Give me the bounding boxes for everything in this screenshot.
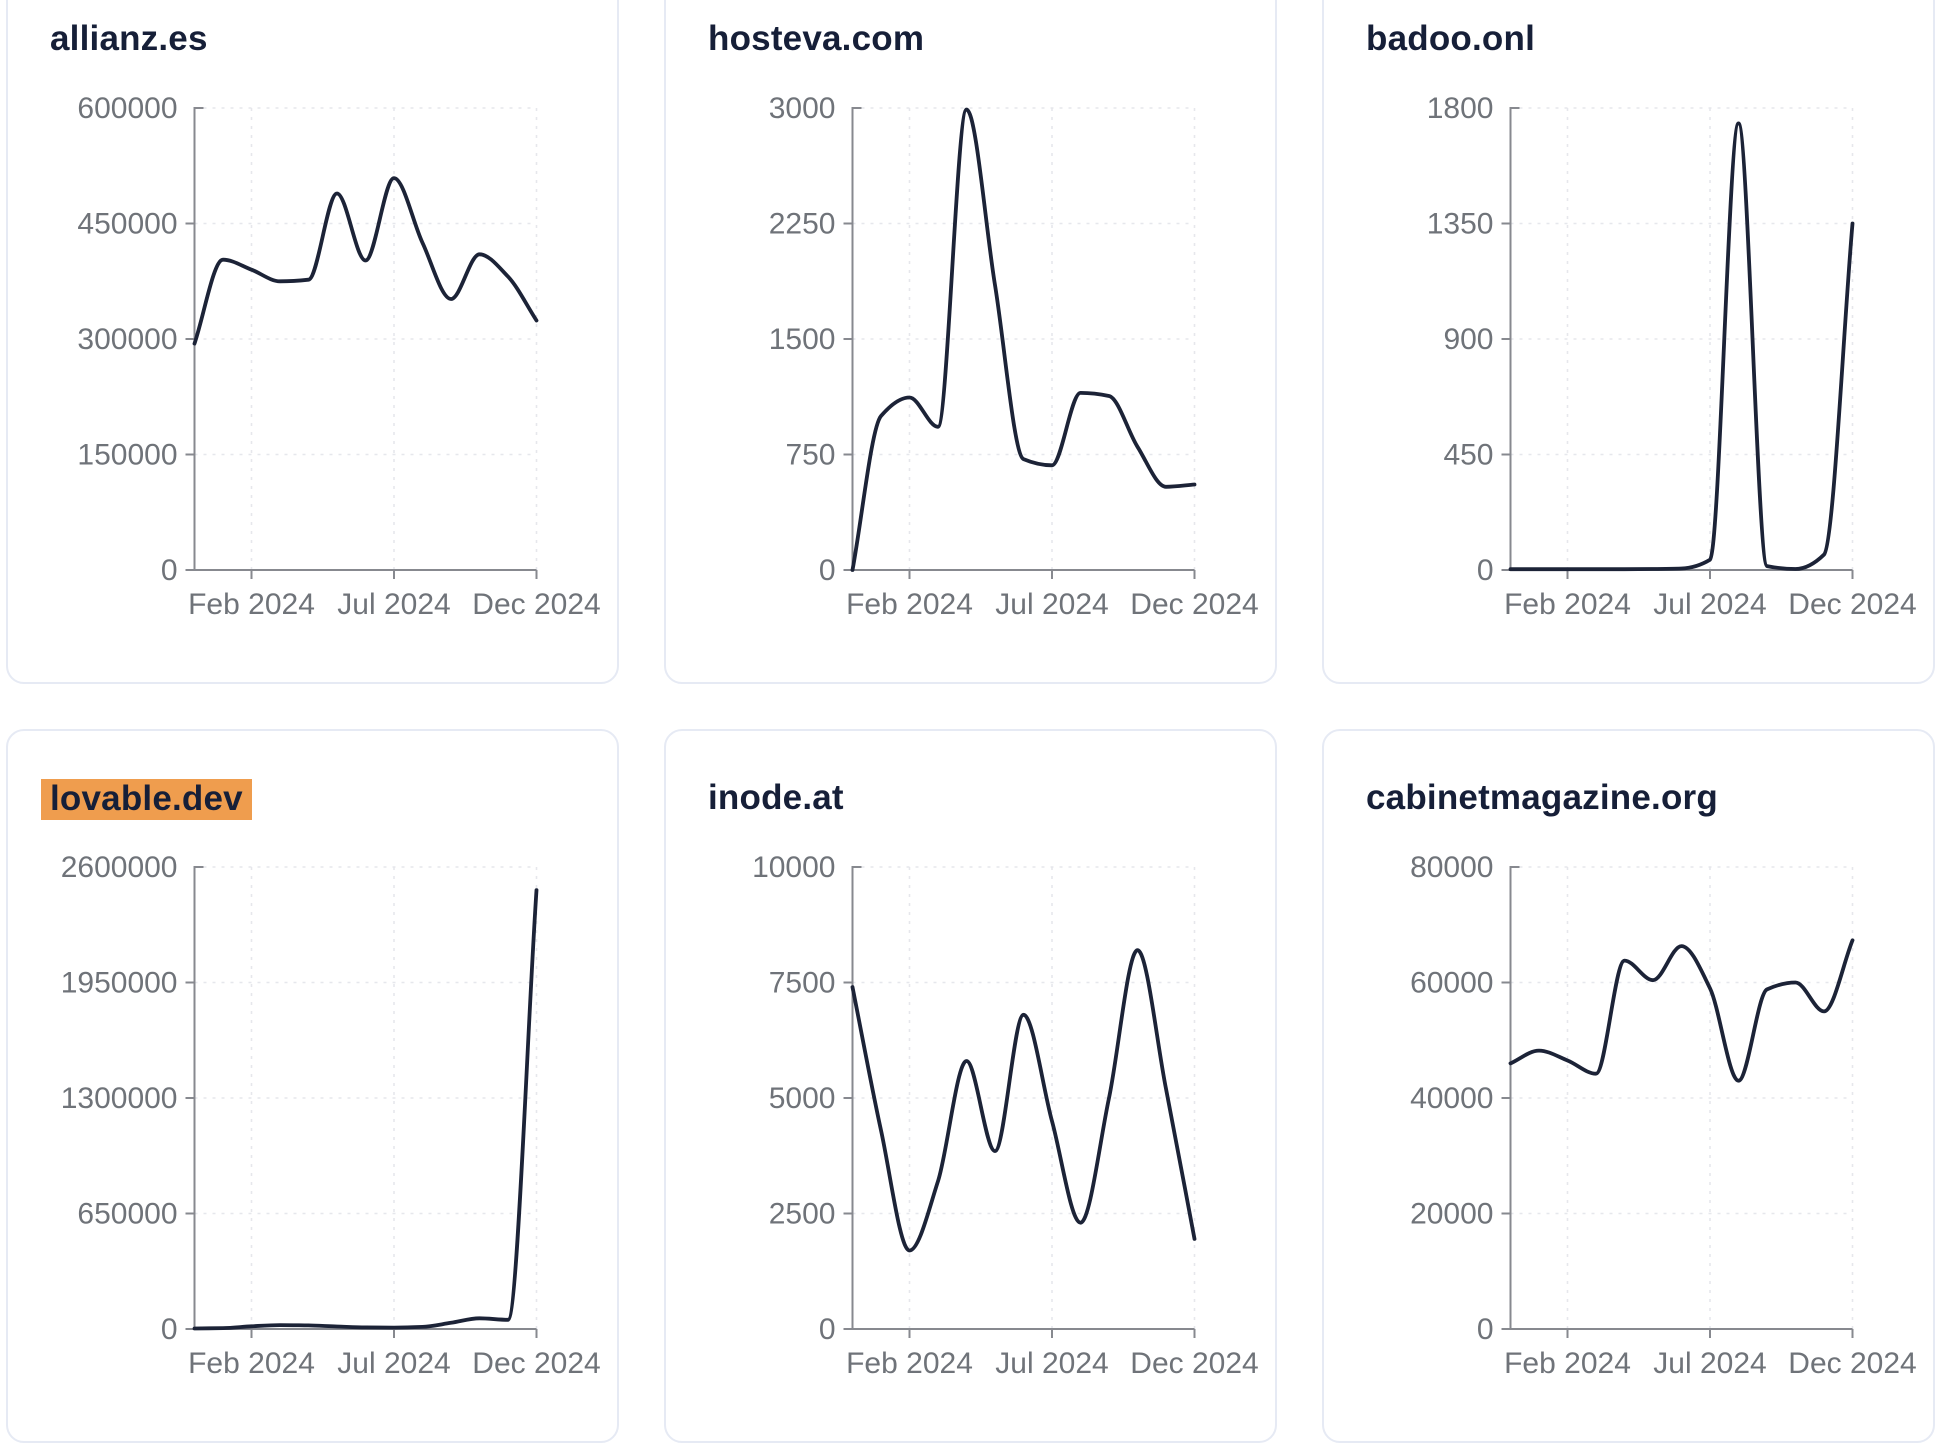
domain-card-badoo: badoo.onl 0 450 900 1350 1800 Feb 2024 Jul 202… <box>1322 0 1935 684</box>
x-tick-label: Feb 2024 <box>846 588 973 621</box>
y-tick-label: 0 <box>819 1313 836 1346</box>
trend-line <box>192 176 539 346</box>
domain-card-cabinetmagazine: cabinetmagazine.org 0 20000 40000 60000 8000… <box>1322 729 1935 1443</box>
x-tick-label: Jul 2024 <box>337 588 450 621</box>
trend-line <box>1508 938 1855 1083</box>
x-tick-label: Jul 2024 <box>995 588 1108 621</box>
y-tick-label: 0 <box>161 1313 178 1346</box>
x-tick-label: Feb 2024 <box>188 588 315 621</box>
card-title: cabinetmagazine.org <box>1366 779 1718 817</box>
x-tick-label: Feb 2024 <box>1504 588 1631 621</box>
y-tick-label: 750 <box>785 439 835 472</box>
domain-name: badoo.onl <box>1366 19 1535 58</box>
domain-card-inode: inode.at 0 2500 5000 7500 10000 Feb 2024 Jul 2… <box>664 729 1277 1443</box>
card-title: inode.at <box>708 779 844 817</box>
y-tick-label: 2500 <box>769 1198 836 1231</box>
domain-card-lovable: lovable.dev 0 650000 1300000 1950000 2600000… <box>6 729 619 1443</box>
y-tick-label: 1950000 <box>61 967 178 1000</box>
x-tick-label: Jul 2024 <box>995 1347 1108 1380</box>
y-tick-label: 40000 <box>1410 1082 1493 1115</box>
x-tick-label: Dec 2024 <box>472 1347 600 1380</box>
card-title: badoo.onl <box>1366 20 1535 58</box>
y-tick-label: 150000 <box>77 439 177 472</box>
y-tick-label: 60000 <box>1410 967 1493 1000</box>
x-tick-label: Dec 2024 <box>1130 1347 1258 1380</box>
domain-name: lovable.dev <box>41 779 252 820</box>
x-tick-label: Dec 2024 <box>472 588 600 621</box>
trend-line <box>192 888 539 1331</box>
y-tick-label: 10000 <box>752 851 835 884</box>
traffic-chart: 0 150000 300000 450000 600000 Feb 2024 Jul 202… <box>77 92 600 621</box>
card-title: allianz.es <box>50 20 208 58</box>
y-tick-label: 300000 <box>77 323 177 356</box>
traffic-chart: 0 20000 40000 60000 80000 Feb 2024 Jul 2024 Dec… <box>1410 851 1917 1380</box>
trend-line <box>850 107 1197 572</box>
y-tick-label: 7500 <box>769 967 836 1000</box>
domain-name: cabinetmagazine.org <box>1366 778 1718 817</box>
y-tick-label: 2600000 <box>61 851 178 884</box>
y-tick-label: 1500 <box>769 323 836 356</box>
y-tick-label: 2250 <box>769 208 836 241</box>
traffic-chart: 0 450 900 1350 1800 Feb 2024 Jul 2024 Dec 2024 <box>1427 92 1917 621</box>
domain-name: allianz.es <box>50 19 208 58</box>
y-tick-label: 80000 <box>1410 851 1493 884</box>
y-tick-label: 0 <box>819 554 836 587</box>
y-tick-label: 650000 <box>77 1198 177 1231</box>
domain-card-allianz: allianz.es 0 150000 300000 450000 600000 Feb … <box>6 0 619 684</box>
trend-line <box>850 948 1197 1253</box>
x-tick-label: Feb 2024 <box>188 1347 315 1380</box>
y-tick-label: 450000 <box>77 208 177 241</box>
y-tick-label: 0 <box>161 554 178 587</box>
y-tick-label: 3000 <box>769 92 836 125</box>
y-tick-label: 1350 <box>1427 208 1494 241</box>
x-tick-label: Dec 2024 <box>1788 588 1916 621</box>
y-tick-label: 900 <box>1443 323 1493 356</box>
traffic-chart: 0 2500 5000 7500 10000 Feb 2024 Jul 2024 Dec 20… <box>752 851 1259 1380</box>
x-tick-label: Jul 2024 <box>1653 588 1766 621</box>
y-tick-label: 600000 <box>77 92 177 125</box>
y-tick-label: 0 <box>1477 1313 1494 1346</box>
card-title: hosteva.com <box>708 20 924 58</box>
domain-name: inode.at <box>708 778 844 817</box>
traffic-chart: 0 750 1500 2250 3000 Feb 2024 Jul 2024 Dec 2024 <box>769 92 1259 621</box>
card-title: lovable.dev <box>41 779 252 820</box>
y-tick-label: 1800 <box>1427 92 1494 125</box>
x-tick-label: Jul 2024 <box>1653 1347 1766 1380</box>
y-tick-label: 0 <box>1477 554 1494 587</box>
x-tick-label: Dec 2024 <box>1788 1347 1916 1380</box>
x-tick-label: Feb 2024 <box>846 1347 973 1380</box>
x-tick-label: Jul 2024 <box>337 1347 450 1380</box>
charts-grid: allianz.es 0 150000 300000 450000 600000 Feb … <box>6 0 1935 1443</box>
y-tick-label: 450 <box>1443 439 1493 472</box>
y-tick-label: 20000 <box>1410 1198 1493 1231</box>
y-tick-label: 1300000 <box>61 1082 178 1115</box>
x-tick-label: Feb 2024 <box>1504 1347 1631 1380</box>
y-tick-label: 5000 <box>769 1082 836 1115</box>
domain-card-hosteva: hosteva.com 0 750 1500 2250 3000 Feb 2024 Jul … <box>664 0 1277 684</box>
traffic-chart: 0 650000 1300000 1950000 2600000 Feb 2024 Jul … <box>61 851 601 1380</box>
domain-name: hosteva.com <box>708 19 925 58</box>
x-tick-label: Dec 2024 <box>1130 588 1258 621</box>
trend-line <box>1508 121 1855 572</box>
